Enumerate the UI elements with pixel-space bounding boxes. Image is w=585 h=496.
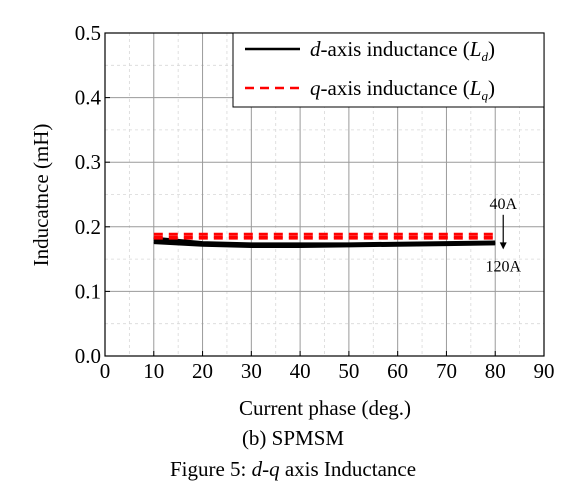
legend-q-symbol: L [469, 76, 482, 100]
x-tick-label: 90 [534, 359, 555, 383]
y-tick-label: 0.3 [75, 150, 101, 174]
figure-caption-q: q [269, 457, 280, 481]
annotation-bottom-label: 120A [485, 258, 521, 275]
y-tick-label: 0.2 [75, 215, 101, 239]
legend-d-text: -axis inductance ( [321, 37, 470, 61]
axis-ticks: 0 10 20 30 40 50 60 70 80 90 0.0 0.1 0.2 0.3 0.4 0.5 [75, 21, 555, 383]
annotation-top-label: 40A [489, 196, 517, 213]
series-line-d-axis-3 [153, 241, 496, 249]
legend-q-suffix: ) [488, 76, 495, 100]
legend-box [232, 32, 545, 108]
figure-caption: Figure 5: d-q axis Inductance [170, 457, 416, 481]
x-tick-label: 40 [290, 359, 311, 383]
y-tick-label: 0.1 [75, 279, 101, 303]
legend-entry-q-axis: q-axis inductance (Lq) [310, 76, 495, 103]
x-axis-label: Current phase (deg.) [239, 396, 411, 420]
legend-d-suffix: ) [488, 37, 495, 61]
annotation-arrow-head [499, 242, 507, 250]
y-tick-label: 0.5 [75, 21, 101, 45]
y-axis-label: Inducatnce (mH) [29, 124, 53, 267]
legend-q-text: -axis inductance ( [321, 76, 470, 100]
legend-d-prefix: d [310, 37, 321, 61]
figure-caption-dash: - [262, 457, 269, 481]
x-tick-label: 70 [436, 359, 457, 383]
x-tick-label: 80 [485, 359, 506, 383]
legend-q-prefix: q [310, 76, 321, 100]
figure-caption-d: d [252, 457, 263, 481]
x-tick-label: 0 [100, 359, 111, 383]
current-annotation: 40A 120A [485, 196, 521, 276]
x-tick-label: 60 [387, 359, 408, 383]
legend-d-subscript: d [481, 49, 488, 64]
x-tick-label: 10 [143, 359, 164, 383]
legend-d-symbol: L [469, 37, 482, 61]
y-tick-label: 0.0 [75, 344, 101, 368]
figure-caption-rest: axis Inductance [280, 457, 416, 481]
x-tick-label: 20 [192, 359, 213, 383]
legend-q-subscript: q [481, 88, 488, 103]
series-line-d-axis-0 [153, 236, 496, 245]
x-tick-label: 50 [338, 359, 359, 383]
figure-caption-prefix: Figure 5: [170, 457, 252, 481]
series-group [153, 232, 496, 249]
subcaption: (b) SPMSM [242, 426, 344, 450]
legend: d-axis inductance (Ld) q-axis inductance… [232, 32, 545, 108]
y-tick-label: 0.4 [75, 86, 102, 110]
x-tick-label: 30 [241, 359, 262, 383]
legend-entry-d-axis: d-axis inductance (Ld) [310, 37, 495, 64]
